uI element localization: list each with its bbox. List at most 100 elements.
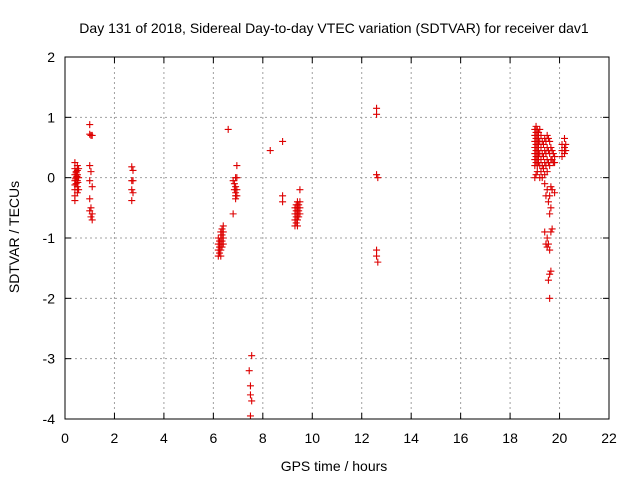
data-point <box>293 222 301 230</box>
data-point <box>295 213 303 221</box>
data-point <box>373 246 381 254</box>
data-point <box>75 174 83 182</box>
data-point <box>544 134 552 142</box>
data-point <box>248 352 256 360</box>
data-point <box>88 210 96 218</box>
data-point <box>217 252 225 260</box>
data-point <box>224 125 232 133</box>
x-tick-label: 20 <box>552 430 568 446</box>
data-point <box>219 222 227 230</box>
data-point <box>536 125 544 133</box>
data-point <box>279 137 287 145</box>
data-point <box>279 192 287 200</box>
data-point <box>73 189 81 197</box>
data-point <box>296 210 304 218</box>
data-point <box>546 192 554 200</box>
data-point <box>560 150 568 158</box>
x-tick-label: 16 <box>453 430 469 446</box>
data-point <box>562 147 570 155</box>
data-point <box>246 382 254 390</box>
data-point <box>560 144 568 151</box>
data-point <box>543 131 551 139</box>
data-point <box>562 140 570 148</box>
x-tick-label: 10 <box>304 430 320 446</box>
y-tick-label: 1 <box>47 109 55 125</box>
data-point <box>374 258 382 266</box>
data-point <box>279 198 287 206</box>
data-point <box>551 189 559 197</box>
data-point <box>551 153 559 161</box>
data-point <box>75 186 83 194</box>
data-point <box>373 110 381 118</box>
data-point <box>544 240 552 248</box>
data-point <box>88 216 96 224</box>
data-point <box>246 412 254 420</box>
grid-lines <box>65 57 609 419</box>
x-axis-label: GPS time / hours <box>281 458 388 474</box>
data-point <box>72 180 80 188</box>
data-point <box>544 198 552 206</box>
data-point <box>547 144 555 151</box>
y-tick-label: -4 <box>43 411 56 427</box>
y-tick-label: 2 <box>47 49 55 65</box>
data-point <box>129 189 137 197</box>
y-tick-label: 0 <box>47 170 55 186</box>
x-tick-label: 22 <box>601 430 617 446</box>
data-point <box>219 240 227 248</box>
data-point <box>216 249 224 257</box>
data-point <box>86 162 94 170</box>
data-point <box>218 225 226 233</box>
data-point <box>296 186 304 194</box>
y-axis-label: SDTVAR / TECUs <box>6 181 22 293</box>
data-point <box>541 228 549 236</box>
data-point <box>532 171 540 179</box>
data-point <box>546 210 554 218</box>
x-tick-label: 4 <box>160 430 168 446</box>
data-point <box>266 147 274 155</box>
data-point <box>233 162 241 170</box>
data-point <box>292 219 300 227</box>
data-point <box>549 150 557 158</box>
data-point <box>128 163 136 171</box>
data-point <box>546 162 554 170</box>
data-point <box>86 195 94 203</box>
data-point <box>546 270 554 278</box>
data-point <box>548 147 556 155</box>
y-tick-label: -3 <box>43 351 56 367</box>
data-point <box>88 183 96 191</box>
data-point <box>71 197 79 205</box>
y-tick-label: -1 <box>43 230 56 246</box>
data-point <box>547 204 555 212</box>
data-point <box>547 183 555 191</box>
data-point <box>218 237 226 245</box>
data-points <box>71 104 570 420</box>
data-point <box>232 183 240 191</box>
data-point <box>548 225 556 233</box>
data-point <box>543 168 551 176</box>
data-point <box>560 134 568 142</box>
data-point <box>86 121 94 129</box>
data-point <box>295 207 303 215</box>
x-tick-label: 0 <box>61 430 69 446</box>
x-tick-labels: 0 2 4 6 8 10 12 14 16 18 20 22 <box>61 430 617 446</box>
data-point <box>87 213 95 221</box>
data-point <box>87 168 95 176</box>
data-point <box>374 174 382 182</box>
data-point <box>248 397 256 405</box>
data-point <box>233 186 241 194</box>
data-point <box>73 166 81 174</box>
data-point <box>373 104 381 112</box>
data-point <box>219 228 227 236</box>
data-point <box>296 204 304 212</box>
data-point <box>233 192 241 200</box>
data-point <box>547 228 555 236</box>
data-point <box>219 234 227 242</box>
data-point <box>128 186 136 194</box>
data-point <box>86 177 94 185</box>
data-point <box>246 391 254 399</box>
data-point <box>293 216 301 224</box>
chart-title: Day 131 of 2018, Sidereal Day-to-day VTE… <box>79 20 589 36</box>
